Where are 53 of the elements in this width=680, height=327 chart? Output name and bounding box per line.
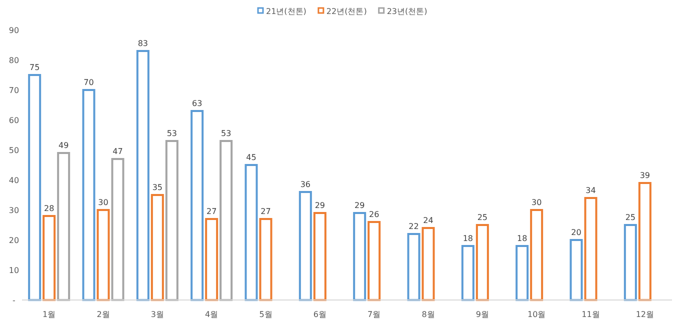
data-label: 83 — [138, 39, 148, 48]
y-tick-label: - — [12, 296, 16, 305]
x-tick-label: 5월 — [259, 310, 272, 319]
x-tick-label: 2월 — [96, 310, 110, 319]
y-tick-label: 90 — [8, 26, 20, 35]
data-label: 36 — [300, 180, 311, 189]
data-label: 35 — [152, 183, 163, 192]
data-label: 53 — [220, 129, 232, 138]
data-label: 18 — [462, 234, 474, 243]
x-tick-label: 4월 — [205, 310, 218, 319]
data-label: 29 — [314, 201, 326, 210]
data-label: 53 — [166, 129, 178, 138]
data-label: 30 — [531, 198, 542, 207]
data-label: 29 — [354, 201, 365, 210]
data-label: 25 — [477, 213, 488, 222]
data-label: 30 — [98, 198, 108, 207]
x-tick-label: 1월 — [42, 310, 56, 319]
y-tick-label: 50 — [8, 146, 20, 155]
x-tick-label: 11월 — [582, 310, 600, 319]
data-label: 75 — [29, 63, 40, 72]
data-label: 49 — [58, 141, 69, 150]
y-tick-label: 20 — [8, 236, 20, 245]
x-tick-label: 6월 — [313, 310, 326, 319]
data-label: 25 — [625, 213, 636, 222]
data-label: 39 — [640, 171, 650, 180]
x-tick-label: 12월 — [636, 310, 654, 319]
data-label: 45 — [246, 153, 256, 162]
y-tick-label: 80 — [8, 56, 20, 65]
x-tick-label: 10월 — [527, 310, 546, 319]
x-tick-label: 3월 — [150, 310, 164, 319]
legend-label: 22년(천톤) — [326, 7, 367, 16]
data-label: 24 — [423, 216, 434, 225]
x-tick-label: 7월 — [368, 310, 381, 319]
y-tick-label: 40 — [8, 176, 20, 185]
y-tick-label: 70 — [8, 86, 20, 95]
data-label: 27 — [206, 207, 217, 216]
data-label: 20 — [571, 228, 582, 237]
data-label: 70 — [84, 78, 94, 87]
data-label: 22 — [408, 222, 419, 231]
x-tick-label: 9월 — [476, 310, 489, 319]
data-label: 18 — [516, 234, 528, 243]
data-label: 63 — [192, 99, 202, 108]
legend-label: 23년(천톤) — [386, 7, 428, 16]
y-tick-label: 30 — [8, 206, 20, 215]
data-label: 26 — [368, 210, 380, 219]
data-label: 27 — [260, 207, 271, 216]
x-tick-label: 8월 — [422, 310, 435, 319]
y-tick-label: 10 — [8, 266, 20, 275]
data-label: 34 — [586, 186, 596, 195]
data-label: 47 — [112, 147, 123, 156]
legend-label: 21년(천톤) — [266, 7, 306, 16]
y-tick-label: 60 — [8, 116, 20, 125]
data-label: 28 — [44, 204, 54, 213]
